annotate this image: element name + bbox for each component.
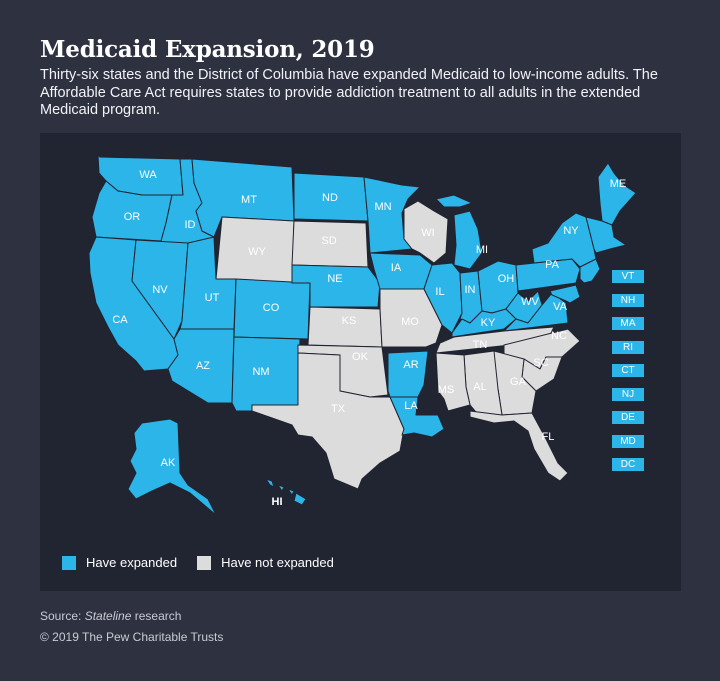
us-map: WA OR CA ID NV MT WY UT AZ CO NM ND SD NE KS OK TX MN IA MO… [88,154,637,516]
state-ne [291,264,381,308]
state-label-nm: NM [252,366,269,378]
state-label-ut: UT [205,292,220,304]
state-label-ca: CA [112,314,128,326]
state-ak [127,418,217,516]
state-ny [531,212,597,268]
small-state-box-nj: NJ [612,387,644,401]
legend-item-not-expanded: Have not expanded [197,555,334,570]
legend: Have expanded Have not expanded [62,555,354,570]
state-label-wv: WV [521,296,539,308]
legend-label-expanded: Have expanded [86,555,178,570]
state-label-ky: KY [481,317,496,329]
state-label-me: ME [610,178,627,190]
state-ks [307,306,383,348]
map-panel: WA OR CA ID NV MT WY UT AZ CO NM ND SD NE KS OK TX MN IA MO… [40,133,681,591]
state-label-ar: AR [403,359,418,371]
state-label-or: OR [124,211,141,223]
state-label-va: VA [553,301,568,313]
legend-label-not-expanded: Have not expanded [221,555,334,570]
state-label-tx: TX [331,403,346,415]
legend-item-expanded: Have expanded [62,555,177,570]
state-label-wy: WY [248,246,266,258]
map-title: Medicaid Expansion, 2019 [40,36,375,63]
state-label-wa: WA [139,169,157,181]
state-mi [435,194,483,270]
state-label-ks: KS [342,315,357,327]
state-label-nc: NC [551,330,567,342]
small-states-column: VT NH MA RI CT NJ DE MD DC [612,270,644,482]
state-label-ny: NY [563,225,579,237]
state-label-oh: OH [498,273,515,285]
state-label-ia: IA [391,262,402,274]
state-label-ga: GA [510,376,527,388]
state-label-hi: HI [272,496,283,508]
state-ms [435,352,471,412]
state-label-id: ID [185,219,196,231]
state-label-mo: MO [401,316,419,328]
state-tx [251,352,405,490]
state-label-mn: MN [374,201,391,213]
state-label-tn: TN [473,339,488,351]
small-state-box-dc: DC [612,458,644,471]
legend-swatch-not-expanded [197,555,212,570]
small-state-box-ct: CT [612,364,644,377]
state-label-mt: MT [241,194,257,206]
state-ne-small [585,216,627,254]
state-label-ms: MS [438,384,455,396]
state-label-co: CO [263,302,280,314]
small-state-box-md: MD [612,434,644,448]
state-label-fl: FL [542,431,555,443]
state-label-az: AZ [196,360,210,372]
source-note: Source: Stateline research [40,609,182,623]
state-label-sc: SC [533,357,548,369]
state-mn [363,176,421,254]
small-state-box-ma: MA [612,317,644,330]
state-ky [451,308,517,338]
state-wi [403,200,449,264]
legend-swatch-expanded [62,555,76,570]
state-hi [265,478,307,506]
state-label-nv: NV [152,284,168,296]
state-mt [191,158,295,238]
state-label-wi: WI [421,227,434,239]
state-label-al: AL [473,381,486,393]
small-state-box-nh: NH [612,293,644,307]
state-label-ak: AK [161,457,176,469]
copyright-note: © 2019 The Pew Charitable Trusts [40,630,224,644]
state-nv [131,239,189,340]
state-label-in: IN [465,284,476,296]
state-la [389,396,445,438]
state-de-md [549,284,581,304]
state-label-il: IL [435,286,444,298]
state-label-pa: PA [545,259,560,271]
state-fl [469,410,569,482]
state-label-mi: MI [476,244,488,256]
state-label-ne: NE [327,273,342,285]
map-subtitle: Thirty-six states and the District of Co… [40,67,658,118]
state-ar [387,350,429,398]
state-label-la: LA [404,400,418,412]
state-me [597,162,637,226]
state-label-sd: SD [321,235,336,247]
small-state-box-ri: RI [612,340,644,354]
small-state-box-vt: VT [612,270,644,283]
small-state-box-de: DE [612,411,644,424]
state-ct-nj [579,258,601,284]
state-label-ok: OK [352,351,369,363]
state-label-nd: ND [322,192,338,204]
